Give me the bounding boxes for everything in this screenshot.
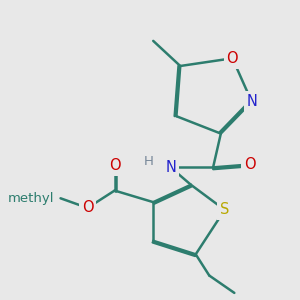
Text: O: O xyxy=(244,157,256,172)
Text: methyl: methyl xyxy=(8,192,55,205)
Text: O: O xyxy=(82,200,93,215)
Text: H: H xyxy=(143,155,153,168)
Text: S: S xyxy=(220,202,230,217)
Text: O: O xyxy=(109,158,120,173)
Text: O: O xyxy=(226,51,238,66)
Text: N: N xyxy=(165,160,176,175)
Text: N: N xyxy=(246,94,257,109)
